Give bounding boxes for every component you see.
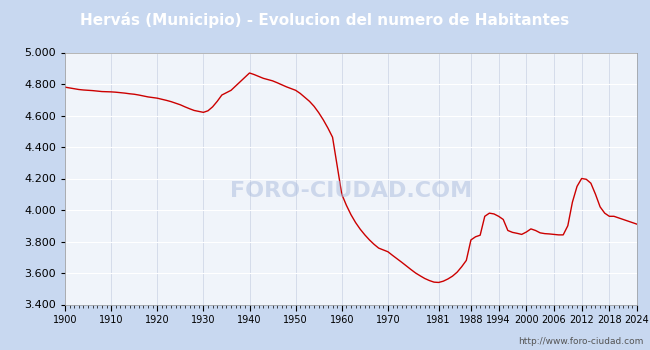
Text: http://www.foro-ciudad.com: http://www.foro-ciudad.com bbox=[518, 337, 644, 346]
Text: Hervás (Municipio) - Evolucion del numero de Habitantes: Hervás (Municipio) - Evolucion del numer… bbox=[81, 12, 569, 28]
Text: FORO-CIUDAD.COM: FORO-CIUDAD.COM bbox=[230, 181, 472, 201]
